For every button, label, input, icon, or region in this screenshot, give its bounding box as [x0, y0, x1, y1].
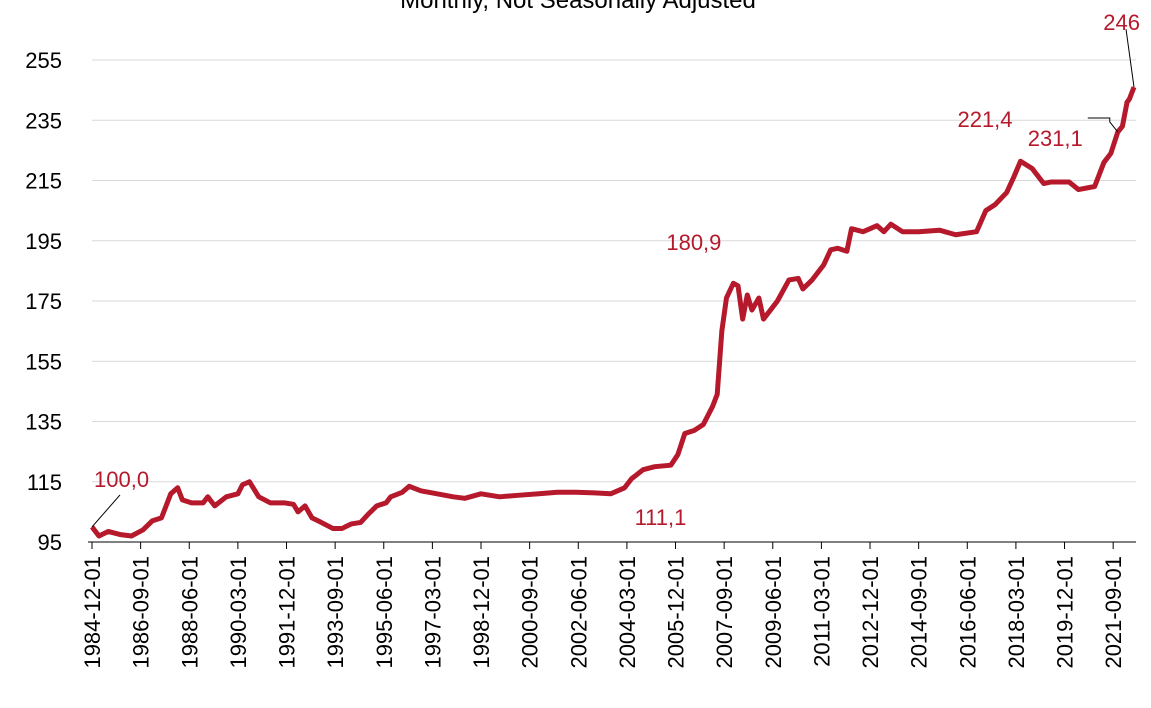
x-tick-label: 1986-09-01: [129, 556, 154, 669]
annotation: 111,1: [635, 505, 687, 530]
x-tick-label: 2007-09-01: [712, 556, 737, 669]
leader-line: [91, 494, 121, 528]
x-tick-label: 2018-03-01: [1004, 556, 1029, 669]
y-tick-label: 155: [25, 349, 62, 374]
x-tick-label: 2004-03-01: [615, 556, 640, 669]
leader-line: [1087, 117, 1119, 133]
x-tick-label: 2011-03-01: [809, 556, 834, 667]
annotation: 221,4: [957, 107, 1012, 132]
annotation: 231,1: [1028, 126, 1083, 151]
x-tick-label: 2005-12-01: [664, 556, 689, 669]
x-tick-label: 2016-06-01: [955, 556, 980, 669]
y-tick-label: 255: [25, 48, 62, 73]
x-tick-label: 2002-06-01: [566, 556, 591, 669]
x-tick-label: 1988-06-01: [177, 556, 202, 669]
y-tick-label: 95: [38, 530, 62, 555]
x-tick-label: 2021-09-01: [1101, 556, 1126, 669]
x-tick-label: 1993-09-01: [323, 556, 348, 669]
y-tick-label: 215: [25, 169, 62, 194]
x-tick-label: 1984-12-01: [80, 556, 105, 669]
annotation: 246: [1103, 10, 1140, 35]
annotation: 180,9: [666, 230, 721, 255]
y-tick-label: 115: [27, 470, 62, 495]
x-tick-label: 2012-12-01: [858, 556, 883, 669]
y-tick-label: 195: [25, 229, 62, 254]
y-tick-label: 175: [25, 289, 62, 314]
y-tick-label: 235: [25, 108, 62, 133]
x-tick-label: 1995-06-01: [372, 556, 397, 669]
x-tick-label: 1990-03-01: [226, 556, 251, 669]
data-line: [90, 86, 1137, 539]
x-tick-label: 2009-06-01: [761, 556, 786, 669]
x-tick-label: 2019-12-01: [1053, 556, 1078, 669]
x-tick-label: 1997-03-01: [420, 556, 445, 669]
x-tick-label: 2000-09-01: [518, 556, 543, 669]
x-tick-label: 1998-12-01: [469, 556, 494, 669]
x-tick-label: 2014-09-01: [907, 556, 932, 669]
chart-subtitle: Monthly, Not Seasonally Adjusted: [400, 0, 756, 14]
leader-line: [1125, 29, 1135, 88]
y-tick-label: 135: [25, 410, 62, 435]
annotation: 100,0: [94, 467, 149, 492]
x-tick-label: 1991-12-01: [275, 556, 300, 669]
